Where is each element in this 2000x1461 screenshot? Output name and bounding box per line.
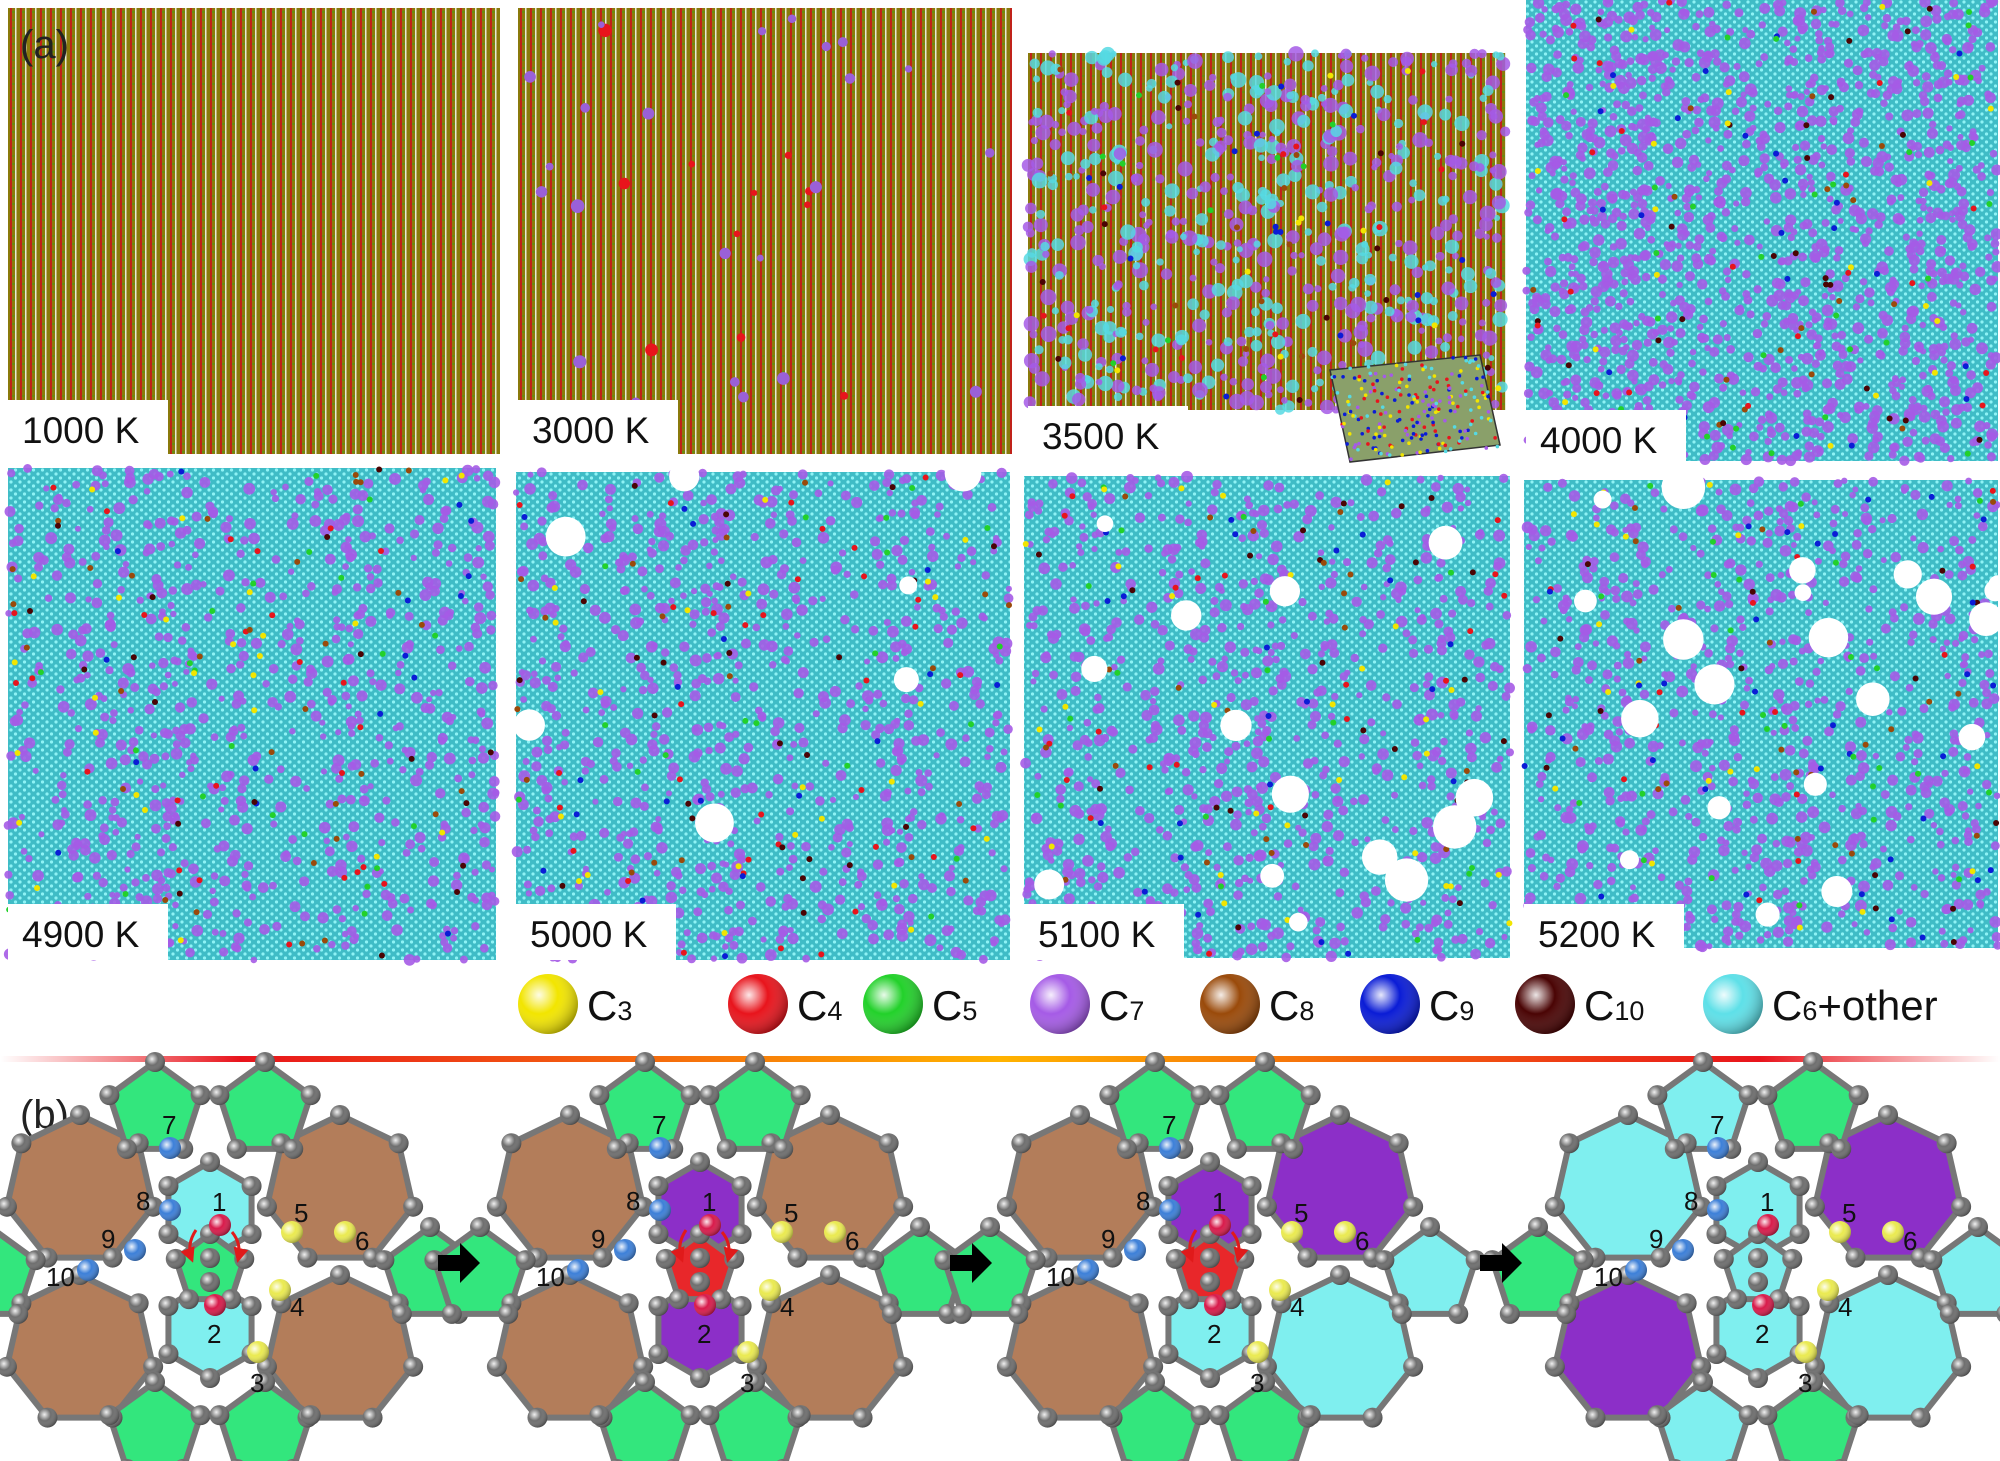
inset-3d-snapshot [1329,354,1501,463]
panel-a-snapshots: 1000 K 3000 K 3500 K 4000 K 4900 K 5000 K 5100… [3,0,2000,966]
atom-label: 5 [1842,1198,1856,1228]
snapshot-0: 1000 K [8,8,500,456]
atom-label: 1 [212,1187,226,1217]
atom-label: 9 [101,1224,115,1254]
legend-label: C9 [1429,982,1474,1029]
atom-label: 4 [1838,1292,1852,1322]
atom-label: 6 [1355,1226,1369,1256]
atom-label: 6 [355,1226,369,1256]
atom-label: 7 [162,1110,176,1140]
atom-label: 8 [1136,1186,1150,1216]
legend-item-C7: C7 [1030,974,1144,1034]
legend-item-C6: C6+other [1703,974,1938,1034]
atom-label: 2 [207,1319,221,1349]
atom-label: 5 [1294,1198,1308,1228]
temperature-label: 5100 K [1038,914,1156,955]
atom-label: 5 [294,1198,308,1228]
snapshot-3: 4000 K [1522,0,2000,467]
legend-label: C4 [797,982,842,1029]
panel-b-mechanism: 1234567891012345678910123456789101234567… [0,1052,2000,1461]
temperature-label: 4000 K [1540,420,1658,461]
stage-arrow-2 [950,1243,992,1283]
atom-label: 4 [780,1292,794,1322]
atom-label: 8 [1684,1186,1698,1216]
legend-label: C5 [932,982,977,1029]
atom-label: 1 [702,1187,716,1217]
temperature-label: 4900 K [22,914,140,955]
legend-label: C8 [1269,982,1314,1029]
stage-arrow-3 [1480,1243,1522,1283]
atom-label: 7 [1162,1110,1176,1140]
snapshot-7: 5200 K [1521,465,2000,960]
atom-label: 9 [1101,1224,1115,1254]
legend-label: C10 [1584,982,1644,1029]
atom-label: 6 [1903,1226,1917,1256]
atom-label: 10 [536,1262,565,1292]
temperature-tag-bg [1028,406,1188,462]
atom-label: 5 [784,1198,798,1228]
atom-label: 3 [1798,1368,1812,1398]
separator-bar [0,1056,2000,1062]
legend-item-C8: C8 [1200,974,1314,1034]
legend-item-C3: C3 [518,974,632,1034]
atom-label: 3 [740,1368,754,1398]
atom-label: 2 [1207,1319,1221,1349]
temperature-tag-bg [1526,410,1686,466]
atom-label: 10 [1046,1262,1075,1292]
atom-label: 2 [697,1319,711,1349]
atom-label: 1 [1760,1187,1774,1217]
atom-label: 8 [626,1186,640,1216]
legend-item-C9: C9 [1360,974,1474,1034]
temperature-label: 3000 K [532,410,650,451]
legend-item-C10: C10 [1515,974,1644,1034]
temperature-tag-bg [516,904,676,960]
snapshot-6: 5100 K [1020,470,1515,963]
panel-a-label: (a) [20,23,69,67]
temperature-label: 5000 K [530,914,648,955]
snapshot-4: 4900 K [3,464,501,966]
snapshot-1: 3000 K [518,8,1012,456]
temperature-tag-bg [1524,904,1684,960]
snapshot-2: 3500 K [1021,46,1511,462]
temperature-label: 5200 K [1538,914,1656,955]
atom-label: 1 [1212,1187,1226,1217]
atom-label: 8 [136,1186,150,1216]
atom-label: 4 [1290,1292,1304,1322]
atom-label: 10 [1594,1262,1623,1292]
atom-label: 9 [591,1224,605,1254]
legend-label: C6+other [1772,982,1938,1029]
atom-label: 9 [1649,1224,1663,1254]
temperature-tag-bg [8,904,168,960]
temperature-label: 3500 K [1042,416,1160,457]
stage-arrow-1 [438,1243,480,1283]
temperature-tag-bg [1024,904,1184,960]
legend-item-C5: C5 [863,974,977,1034]
legend-label: C7 [1099,982,1144,1029]
temperature-tag-bg [8,400,168,456]
legend-label: C3 [587,982,632,1029]
atom-label: 10 [46,1262,75,1292]
atom-label: 6 [845,1226,859,1256]
atom-label: 7 [1710,1110,1724,1140]
atom-label: 3 [1250,1368,1264,1398]
snapshot-5: 5000 K [511,454,1014,964]
temperature-label: 1000 K [22,410,140,451]
ring-size-legend: C3 C4 C5 C7 C8 C9 C10 C6+other [518,974,1938,1034]
atom-label: 7 [652,1110,666,1140]
temperature-tag-bg [518,400,678,456]
legend-item-C4: C4 [728,974,842,1034]
atom-label: 4 [290,1292,304,1322]
atom-label: 3 [250,1368,264,1398]
atom-label: 2 [1755,1319,1769,1349]
